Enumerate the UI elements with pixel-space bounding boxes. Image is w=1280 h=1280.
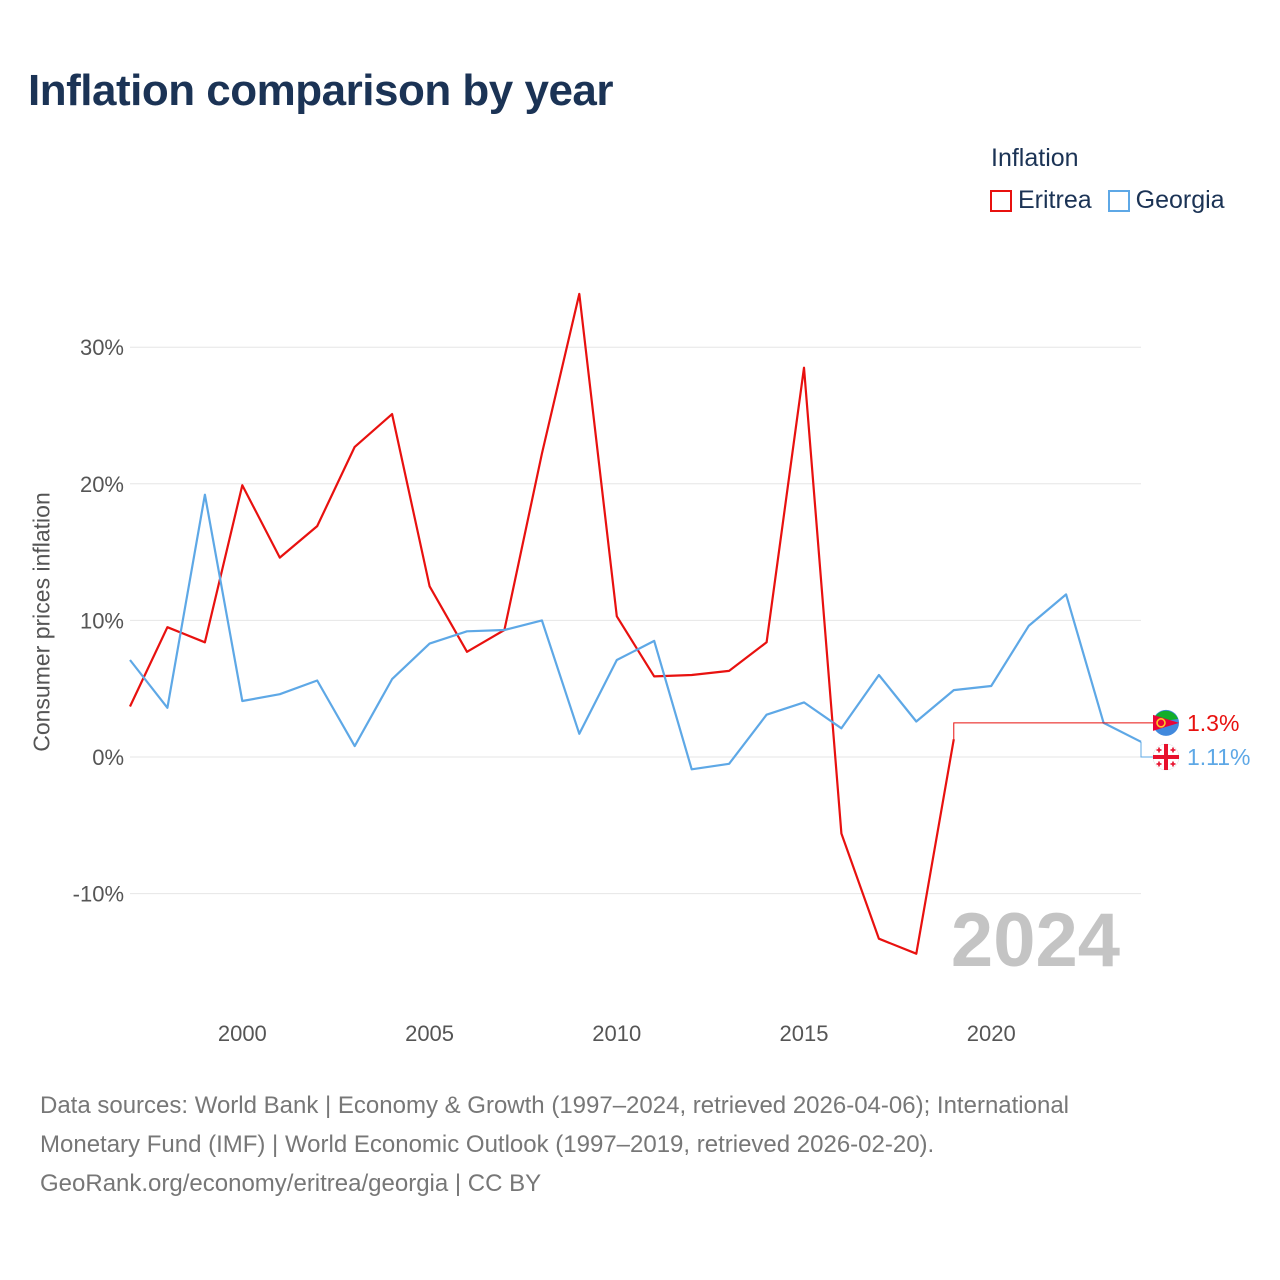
source-line-3[interactable]: GeoRank.org/economy/eritrea/georgia | CC…: [40, 1170, 542, 1197]
legend-title: Inflation: [991, 144, 1079, 172]
x-tick-label: 2010: [592, 1021, 641, 1046]
georgia-flag-cross-h: [1153, 755, 1179, 759]
y-tick-label: -10%: [73, 882, 124, 907]
legend-swatch-eritrea: [990, 189, 1012, 212]
source-line-2: Monetary Fund (IMF) | World Economic Out…: [40, 1131, 935, 1158]
georgia-flag-small-cross: [1158, 747, 1160, 753]
x-tick-label: 2005: [405, 1021, 454, 1046]
connector-eritrea: [953, 722, 1153, 740]
y-tick-label: 10%: [80, 608, 124, 633]
source-note: Data sources: World Bank | Economy & Gro…: [40, 1086, 1220, 1203]
legend-swatch-georgia: [1107, 189, 1130, 212]
x-tick-label: 2000: [218, 1021, 267, 1046]
georgia-flag-small-cross: [1158, 761, 1160, 767]
legend-item-eritrea[interactable]: Eritrea: [990, 186, 1092, 215]
chart-title: Inflation comparison by year: [28, 66, 614, 115]
legend-label-eritrea: Eritrea: [1018, 186, 1092, 214]
y-tick-label: 30%: [80, 335, 124, 360]
eritrea-flag-emblem: [1156, 718, 1166, 728]
georgia-flag-small-cross: [1172, 747, 1174, 753]
y-tick-label: 0%: [92, 745, 124, 770]
series-line-eritrea: [129, 292, 955, 955]
x-tick-label: 2020: [967, 1021, 1016, 1046]
end-label-eritrea: 1.3%: [1187, 710, 1239, 736]
source-line-1: Data sources: World Bank | Economy & Gro…: [40, 1092, 1070, 1119]
legend-item-georgia[interactable]: Georgia: [1107, 186, 1225, 215]
end-label-georgia: 1.11%: [1187, 744, 1251, 770]
y-tick-label: 20%: [80, 472, 124, 497]
georgia-flag-small-cross: [1172, 761, 1174, 767]
legend: Eritrea Georgia: [990, 186, 1225, 215]
connector-georgia: [1140, 741, 1153, 758]
year-watermark: 2024: [951, 898, 1120, 983]
series-line-georgia: [129, 493, 1142, 771]
legend-label-georgia: Georgia: [1135, 186, 1225, 214]
x-tick-label: 2015: [780, 1021, 829, 1046]
